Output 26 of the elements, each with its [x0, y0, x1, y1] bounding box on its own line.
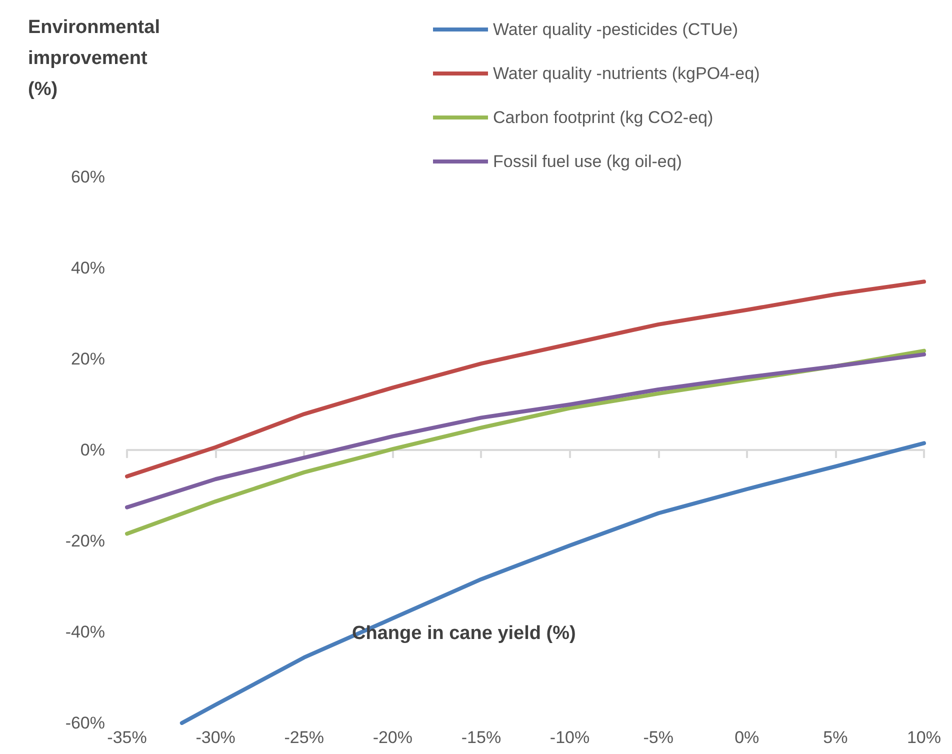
x-tick-label: 10%	[906, 728, 942, 747]
y-tick-label: 40%	[70, 258, 105, 278]
y-tick-label: -20%	[65, 532, 105, 550]
legend-label: Water quality -pesticides (CTUe)	[493, 20, 738, 39]
legend-label: Carbon footprint (kg CO2-eq)	[493, 108, 714, 127]
x-tick-label: -5%	[643, 728, 674, 747]
x-axis-title: Change in cane yield (%)	[352, 623, 576, 644]
line-series	[125, 280, 926, 478]
x-tick-label: -35%	[107, 728, 147, 747]
y-tick-label: -40%	[65, 622, 105, 642]
line-series	[180, 441, 926, 725]
legend-label: Fossil fuel use (kg oil-eq)	[493, 152, 682, 171]
y-tick-label: -60%	[65, 714, 105, 732]
x-tick-label: -15%	[461, 728, 502, 747]
line-series	[125, 352, 926, 510]
y-tick-label: 20%	[70, 350, 105, 368]
x-tick-label: -25%	[284, 728, 324, 747]
y-axis-title: Environmental improvement (%)	[28, 17, 160, 100]
legend-label: Water quality -nutrients (kgPO4-eq)	[493, 64, 760, 83]
x-tick-label: 0%	[734, 728, 760, 747]
y-tick-label: 60%	[70, 168, 105, 186]
y-tick-label: 0%	[80, 440, 105, 460]
x-tick-label: -30%	[196, 728, 236, 747]
x-tick-label: -10%	[550, 728, 590, 747]
x-tick-label: 5%	[823, 728, 848, 747]
x-tick-label: -20%	[372, 728, 413, 747]
